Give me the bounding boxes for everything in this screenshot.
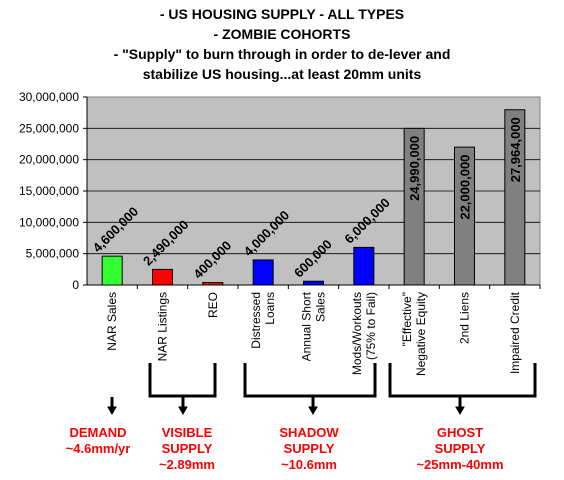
x-tick-label: Mods/Workouts(75% to Fail) — [350, 292, 378, 375]
group-label-visible-line-1: VISIBLE — [161, 425, 213, 440]
x-tick-label-line: 2nd Liens — [458, 292, 472, 344]
group-label-ghost-line-2: SUPPLY — [434, 441, 486, 456]
group-label-visible-line-3: ~2.89mm — [158, 457, 215, 472]
x-tick-label-line: NAR Listings — [156, 292, 170, 361]
demand-arrow-head — [107, 406, 117, 416]
bar — [101, 255, 123, 286]
bar — [454, 146, 475, 286]
ghost-bracket — [388, 363, 537, 398]
group-label-demand-line-2: ~4.6mm/yr — [65, 441, 131, 456]
x-tick-label-line: Loans — [263, 292, 277, 325]
y-tick-label: 20,000,000 — [19, 153, 79, 167]
bar — [303, 280, 324, 286]
x-tick-label: "Effective"Negative Equity — [400, 292, 428, 376]
value-label: 24,990,000 — [407, 136, 422, 201]
title-line-2: - ZOMBIE COHORTS — [213, 26, 351, 42]
value-label: 22,000,000 — [458, 155, 473, 220]
x-tick-label-line: (75% to Fail) — [364, 292, 378, 360]
group-label-demand-line-1: DEMAND — [69, 425, 127, 440]
value-label: 27,964,000 — [508, 117, 523, 182]
x-tick-label-line: NAR Sales — [105, 292, 119, 351]
group-label-shadow: SHADOW SUPPLY ~10.6mm — [259, 425, 359, 473]
y-tick-label: 25,000,000 — [19, 121, 79, 135]
x-tick-label: 2nd Liens — [458, 292, 472, 344]
y-tick-label: 10,000,000 — [19, 215, 79, 229]
ghost-arrow-head — [455, 406, 465, 416]
shadow-arrow-head — [308, 406, 318, 416]
title-line-3: - "Supply" to burn through in order to d… — [113, 46, 451, 62]
y-tick-label: 5,000,000 — [26, 247, 80, 261]
bar — [353, 246, 375, 286]
x-tick-label: NAR Listings — [156, 292, 170, 361]
x-tick-label-line: REO — [206, 292, 220, 318]
group-label-visible: VISIBLE SUPPLY ~2.89mm — [137, 425, 237, 473]
group-label-shadow-line-3: ~10.6mm — [280, 457, 337, 472]
group-label-shadow-line-1: SHADOW — [279, 425, 339, 440]
y-tick-label: 15,000,000 — [19, 184, 79, 198]
y-tick-label: 30,000,000 — [19, 90, 79, 104]
x-tick-label-line: Impaired Credit — [508, 291, 522, 374]
x-tick-label-line: Sales — [314, 292, 328, 322]
shadow-bracket — [243, 363, 377, 398]
x-tick-label-line: Negative Equity — [414, 292, 428, 376]
visible-bracket — [148, 363, 217, 398]
group-label-demand: DEMAND ~4.6mm/yr — [48, 425, 148, 457]
x-tick-label-line: "Effective" — [400, 292, 414, 346]
y-tick-label: 0 — [72, 278, 79, 292]
x-tick-label-line: Annual Short — [300, 291, 314, 361]
x-tick-label-line: Mods/Workouts — [350, 292, 364, 375]
x-tick-label: Annual ShortSales — [300, 291, 328, 361]
visible-arrow-head — [178, 406, 188, 416]
group-label-shadow-line-2: SUPPLY — [283, 441, 335, 456]
group-label-visible-line-2: SUPPLY — [161, 441, 213, 456]
group-label-ghost-line-1: GHOST — [436, 425, 484, 440]
group-label-ghost-line-3: ~25mm-40mm — [416, 457, 504, 472]
bar — [252, 259, 274, 286]
bar — [152, 268, 173, 286]
title-line-4: stabilize US housing...at least 20mm uni… — [142, 66, 422, 82]
x-tick-label: DistressedLoans — [249, 292, 277, 349]
x-tick-label: REO — [206, 292, 220, 318]
bar — [202, 281, 224, 286]
group-label-ghost: GHOST SUPPLY ~25mm-40mm — [400, 425, 520, 473]
x-tick-label: NAR Sales — [105, 292, 119, 351]
title-line-1: - US HOUSING SUPPLY - ALL TYPES — [159, 6, 405, 22]
x-tick-label-line: Distressed — [249, 292, 263, 349]
x-tick-label: Impaired Credit — [508, 291, 522, 374]
bar — [504, 109, 526, 286]
bar — [403, 127, 425, 286]
